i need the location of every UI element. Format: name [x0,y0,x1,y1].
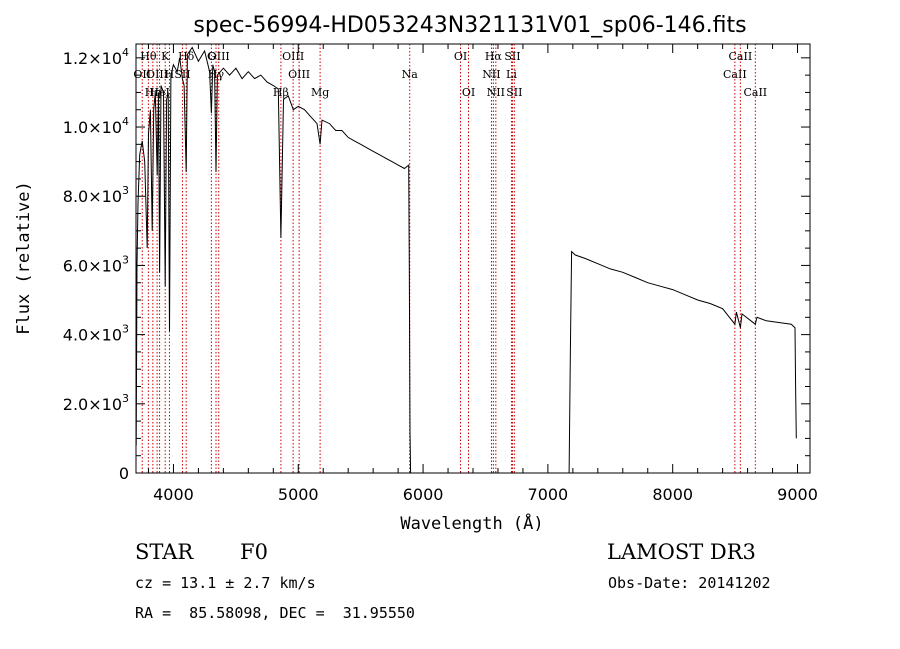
line-label: OII [133,68,151,81]
x-tick-label: 5000 [278,485,319,504]
line-label: Hδ [178,50,195,63]
y-tick-label: 0 [119,464,129,483]
x-tick-label: 8000 [652,485,693,504]
coordinates: RA = 85.58098, DEC = 31.95550 [135,604,415,622]
subclass: F0 [240,540,268,564]
y-tick-label: 4.0×103 [63,323,129,345]
x-axis-label: Wavelength (Å) [400,512,543,534]
line-label: NII [482,68,500,81]
line-label: OIII [282,50,304,63]
x-tick-label: 9000 [777,485,818,504]
spectrum-line [135,46,797,474]
line-label: CaII [729,50,753,63]
x-tick-label: 4000 [153,485,194,504]
plot-frame [135,43,811,474]
line-label: NII [487,86,505,99]
y-tick-label: 2.0×103 [63,392,129,414]
line-label: Hη [145,86,161,99]
line-label: Hθ [140,50,157,63]
line-label: Mg [311,86,329,99]
line-label: Hα [485,50,503,63]
x-tick-label: 6000 [403,485,444,504]
line-markers [141,44,756,473]
y-tick-label: 1.0×104 [63,115,129,137]
chart-title: spec-56994-HD053243N321131V01_sp06-146.f… [193,13,746,38]
y-axis: 0 2.0×103 4.0×103 6.0×103 8.0×103 1.0×104 1.2×… [63,46,810,483]
survey-name: LAMOST DR3 [607,540,756,564]
line-label: OIII [208,50,230,63]
line-label: OIII [146,68,168,81]
line-label: SII [506,86,522,99]
line-labels: OIIHθHηOIIIHeIKHHδSIIGHγOIIIHβOIIIOIIIMg… [133,50,767,99]
y-tick-label: 8.0×103 [63,184,129,206]
line-label: Na [402,68,419,81]
object-type: STAR [135,540,194,564]
y-tick-label: 6.0×103 [63,253,129,275]
line-label: CaII [743,86,767,99]
redshift-cz: cz = 13.1 ± 2.7 km/s [135,574,316,592]
line-label: OI [454,50,467,63]
obs-date: Obs-Date: 20141202 [608,574,771,592]
line-label: OIII [288,68,310,81]
line-label: Li [506,68,517,81]
line-label: Hβ [273,86,289,99]
x-tick-label: 7000 [528,485,569,504]
line-label: OI [462,86,475,99]
line-label: SII [174,68,190,81]
y-axis-label: Flux (relative) [14,181,34,335]
spectrum-chart: spec-56994-HD053243N321131V01_sp06-146.f… [14,13,818,534]
line-label: K [161,50,170,63]
x-axis: 4000 5000 6000 7000 8000 9000 [147,44,818,504]
line-label: CaII [723,68,747,81]
line-label: H [165,68,175,81]
line-label: HeI [149,86,169,99]
line-label: G [207,50,216,63]
y-tick-label: 1.2×104 [63,46,129,68]
line-label: SII [504,50,520,63]
